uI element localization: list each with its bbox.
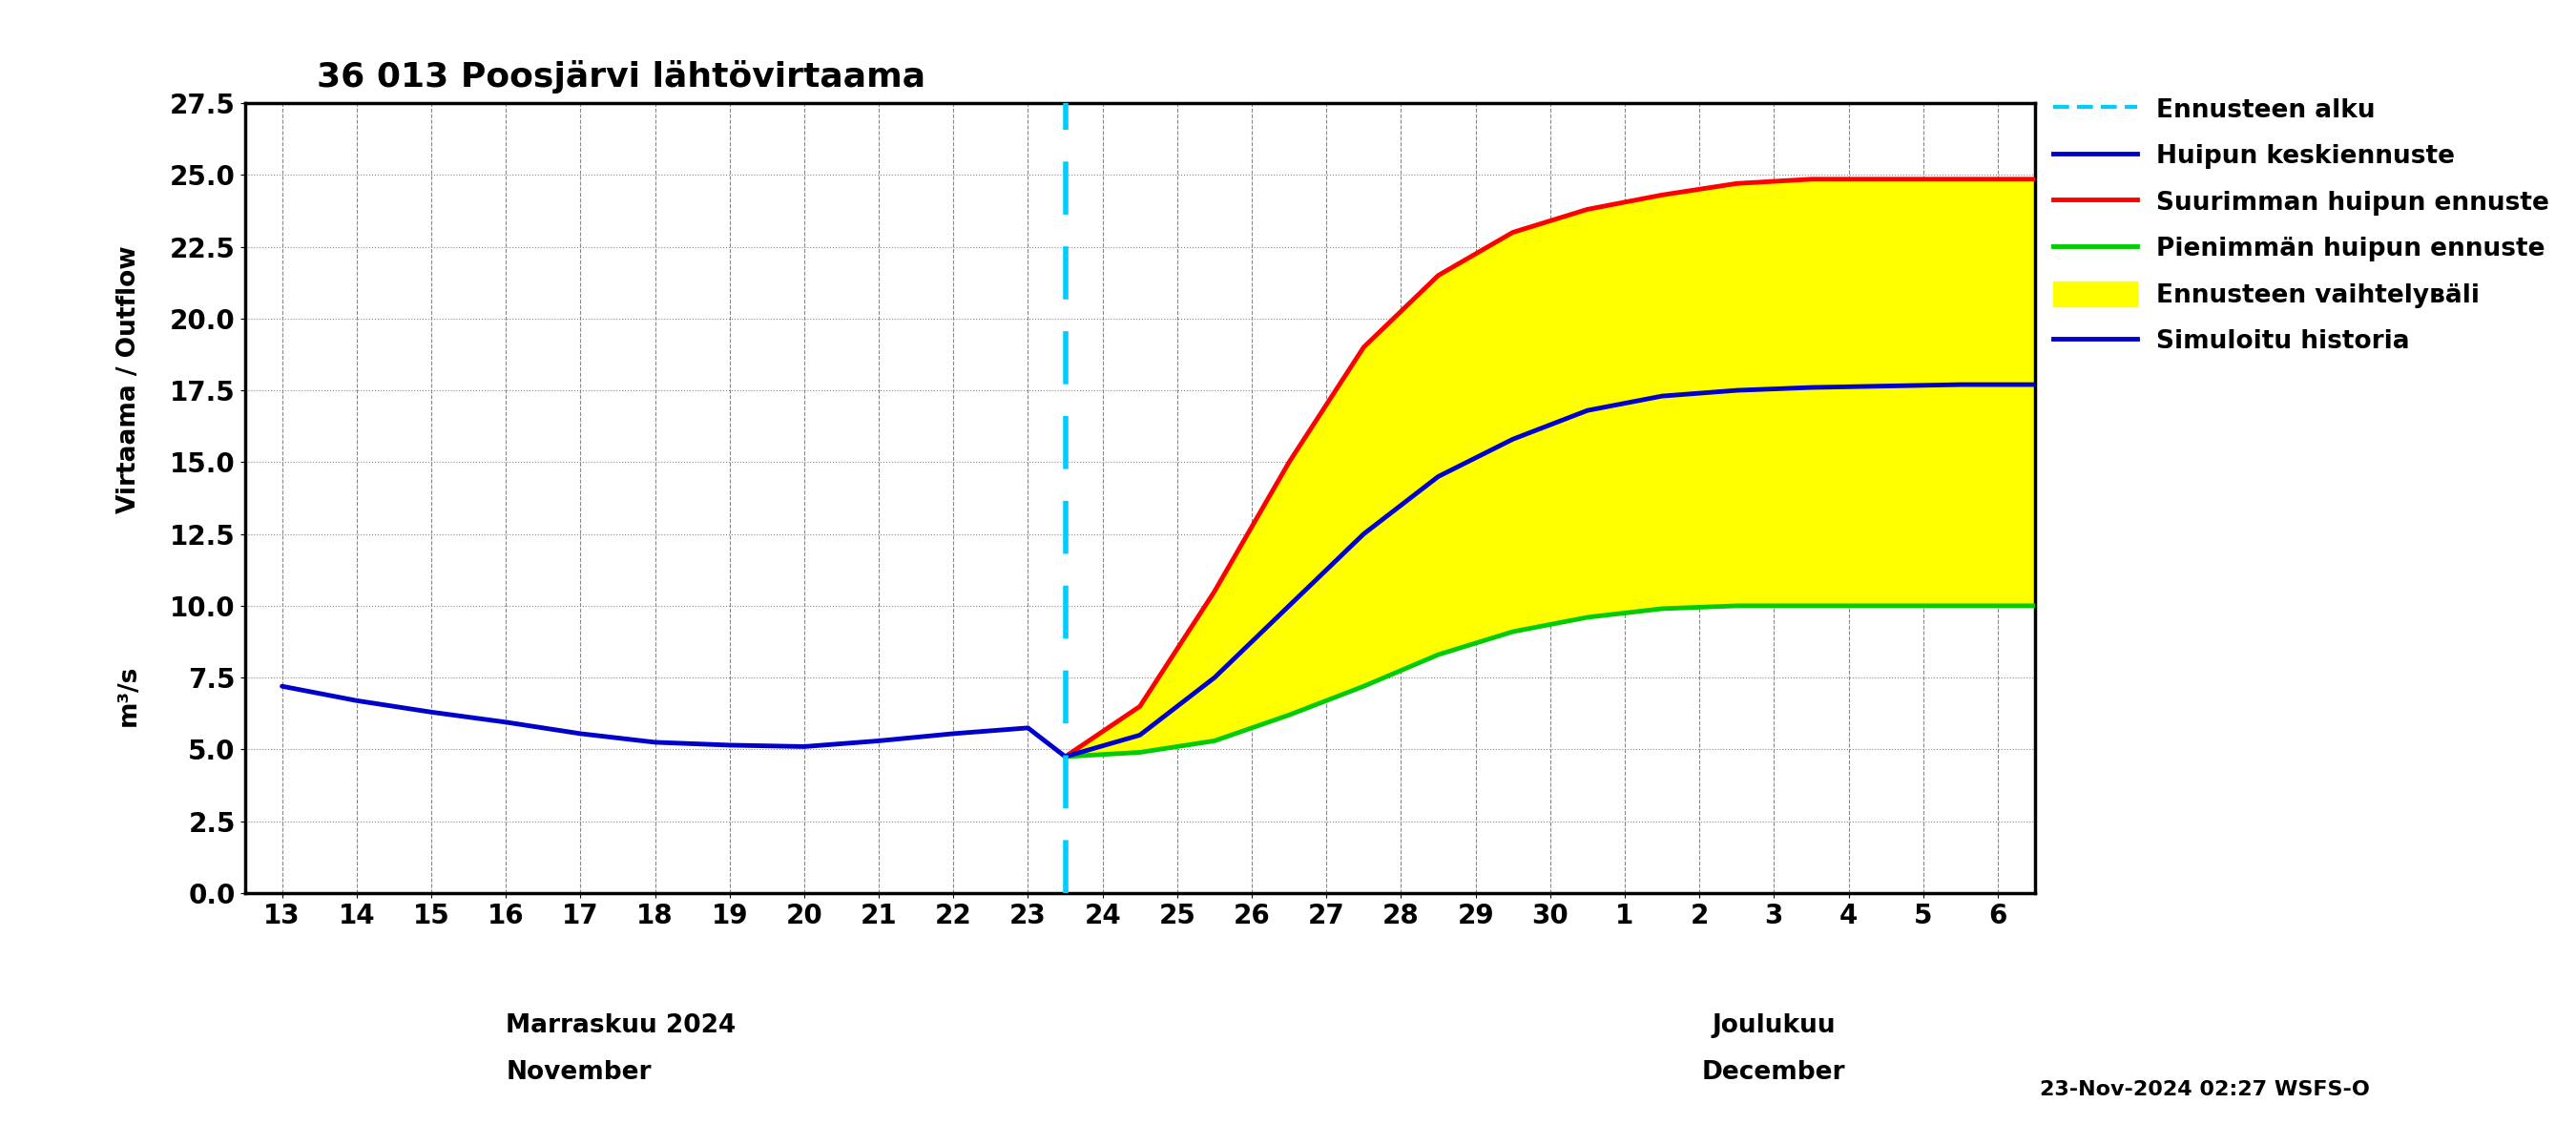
Text: 36 013 Poosjärvi lähtövirtaama: 36 013 Poosjärvi lähtövirtaama (317, 61, 925, 94)
Text: 23-Nov-2024 02:27 WSFS-O: 23-Nov-2024 02:27 WSFS-O (2040, 1080, 2370, 1099)
Text: Marraskuu 2024: Marraskuu 2024 (505, 1013, 737, 1039)
Text: November: November (505, 1060, 652, 1084)
Legend: Ennusteen alku, Huipun keskiennuste, Suurimman huipun ennuste, Pienimmän huipun : Ennusteen alku, Huipun keskiennuste, Suu… (2043, 87, 2558, 364)
Text: m³/s: m³/s (116, 665, 142, 726)
Text: Joulukuu: Joulukuu (1713, 1013, 1837, 1039)
Text: December: December (1703, 1060, 1847, 1084)
Text: Virtaama / Outflow: Virtaama / Outflow (116, 246, 142, 513)
